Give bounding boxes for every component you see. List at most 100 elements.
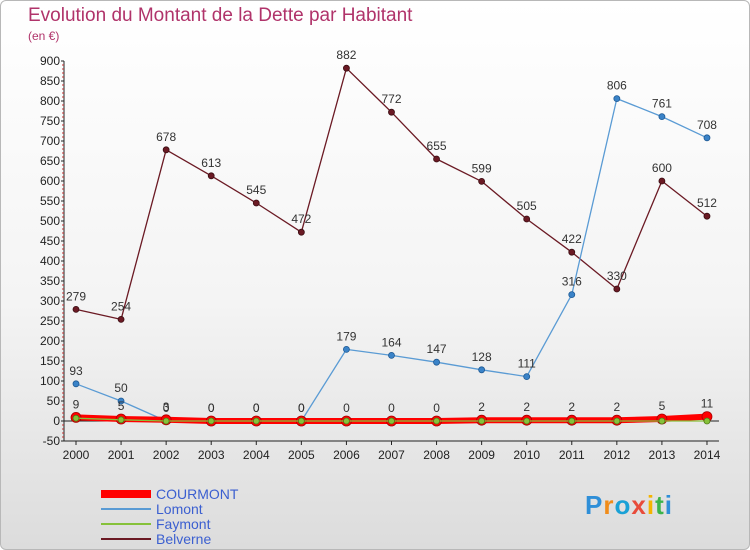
x-tick-label: 2002 — [153, 448, 180, 462]
data-point-lomont — [72, 380, 80, 388]
data-label-courmont: 0 — [388, 401, 395, 415]
x-tick-label: 2005 — [288, 448, 315, 462]
x-tick-label: 2010 — [513, 448, 540, 462]
data-label-lomont: 316 — [562, 275, 582, 289]
data-point-belverne — [703, 212, 711, 220]
data-label-belverne: 505 — [517, 199, 537, 213]
legend-swatch-belverne — [101, 537, 151, 540]
y-tick-label: 550 — [40, 194, 60, 208]
logo-letter: t — [655, 490, 665, 520]
data-point-faymont — [207, 417, 215, 425]
data-label-lomont: 761 — [652, 97, 672, 111]
y-tick-label: 700 — [40, 134, 60, 148]
x-tick-label: 2008 — [423, 448, 450, 462]
y-tick-label: 300 — [40, 294, 60, 308]
y-tick-label: 50 — [47, 394, 61, 408]
data-label-courmont: 2 — [478, 400, 485, 414]
data-point-lomont — [658, 113, 666, 120]
data-label-courmont: 0 — [343, 401, 350, 415]
x-tick-label: 2007 — [378, 448, 405, 462]
data-point-faymont — [568, 417, 576, 425]
data-point-faymont — [72, 414, 80, 422]
data-label-lomont: 0 — [253, 401, 260, 415]
data-label-courmont: 2 — [613, 400, 620, 414]
x-tick-label: 2000 — [63, 448, 90, 462]
data-label-belverne: 512 — [697, 196, 717, 210]
x-tick-label: 2011 — [559, 448, 585, 462]
x-tick-label: 2004 — [243, 448, 270, 462]
x-tick-label: 2014 — [694, 448, 721, 462]
data-point-faymont — [297, 417, 305, 425]
y-tick-label: 600 — [40, 174, 60, 188]
x-tick-label: 2009 — [468, 448, 495, 462]
y-tick-label: -50 — [43, 434, 61, 448]
y-tick-label: 900 — [40, 54, 60, 68]
data-label-belverne: 279 — [66, 289, 86, 303]
data-point-belverne — [433, 155, 440, 163]
data-point-belverne — [343, 64, 350, 72]
data-point-lomont — [613, 95, 621, 102]
logo-letter: x — [631, 490, 647, 520]
data-label-lomont: 0 — [298, 401, 305, 415]
legend-item-belverne: Belverne — [101, 530, 212, 547]
data-label-belverne: 254 — [111, 299, 131, 313]
data-point-faymont — [523, 417, 531, 425]
data-label-belverne: 678 — [156, 130, 176, 144]
data-point-faymont — [388, 417, 395, 425]
data-point-faymont — [117, 416, 125, 424]
data-label-belverne: 330 — [607, 269, 627, 283]
legend-swatch-faymont — [101, 522, 151, 525]
x-tick-label: 2006 — [333, 448, 360, 462]
data-point-lomont — [433, 358, 440, 366]
data-point-lomont — [117, 397, 125, 405]
data-point-belverne — [523, 215, 531, 223]
legend-label-belverne: Belverne — [156, 530, 212, 547]
y-tick-label: 650 — [40, 154, 60, 168]
data-point-faymont — [162, 417, 170, 425]
data-point-faymont — [433, 417, 440, 425]
chart-title: Evolution du Montant de la Dette par Hab… — [28, 5, 413, 26]
data-point-belverne — [658, 177, 666, 185]
data-point-belverne — [568, 248, 576, 256]
data-label-belverne: 600 — [652, 161, 672, 175]
data-point-faymont — [343, 417, 350, 425]
data-label-belverne: 545 — [246, 183, 266, 197]
data-label-courmont: 5 — [118, 399, 125, 413]
y-tick-label: 0 — [53, 414, 60, 428]
data-label-belverne: 472 — [291, 212, 311, 226]
legend-label-lomont: Lomont — [156, 500, 203, 517]
y-tick-label: 350 — [40, 274, 60, 288]
data-point-belverne — [72, 305, 80, 313]
data-label-belverne: 882 — [336, 48, 356, 62]
data-label-courmont: 0 — [253, 401, 260, 415]
legend-item-lomont: Lomont — [101, 500, 203, 517]
data-label-lomont: 708 — [697, 118, 717, 132]
data-label-courmont: 0 — [208, 401, 215, 415]
data-point-lomont — [478, 366, 486, 374]
y-tick-label: 200 — [40, 334, 60, 348]
data-label-courmont: 2 — [523, 400, 530, 414]
legend-item-courmont: COURMONT — [101, 486, 238, 502]
y-tick-label: 150 — [40, 354, 60, 368]
data-label-lomont: 50 — [114, 381, 128, 395]
data-point-belverne — [207, 172, 215, 180]
data-point-belverne — [162, 146, 170, 154]
data-point-belverne — [252, 199, 260, 207]
data-label-courmont: 9 — [73, 397, 80, 411]
data-label-lomont: 93 — [69, 364, 83, 378]
data-point-faymont — [478, 417, 486, 425]
data-point-lomont — [568, 291, 576, 299]
y-tick-label: 750 — [40, 114, 60, 128]
y-tick-label: 800 — [40, 94, 60, 108]
data-label-lomont: 179 — [336, 329, 356, 343]
data-label-belverne: 772 — [381, 92, 401, 106]
data-point-lomont — [343, 345, 350, 353]
data-label-belverne: 655 — [427, 139, 447, 153]
y-tick-label: 450 — [40, 234, 60, 248]
data-point-belverne — [478, 177, 486, 185]
data-label-courmont: 2 — [568, 400, 575, 414]
logo-letter: o — [614, 490, 632, 520]
x-tick-label: 2012 — [603, 448, 630, 462]
x-tick-label: 2003 — [198, 448, 225, 462]
